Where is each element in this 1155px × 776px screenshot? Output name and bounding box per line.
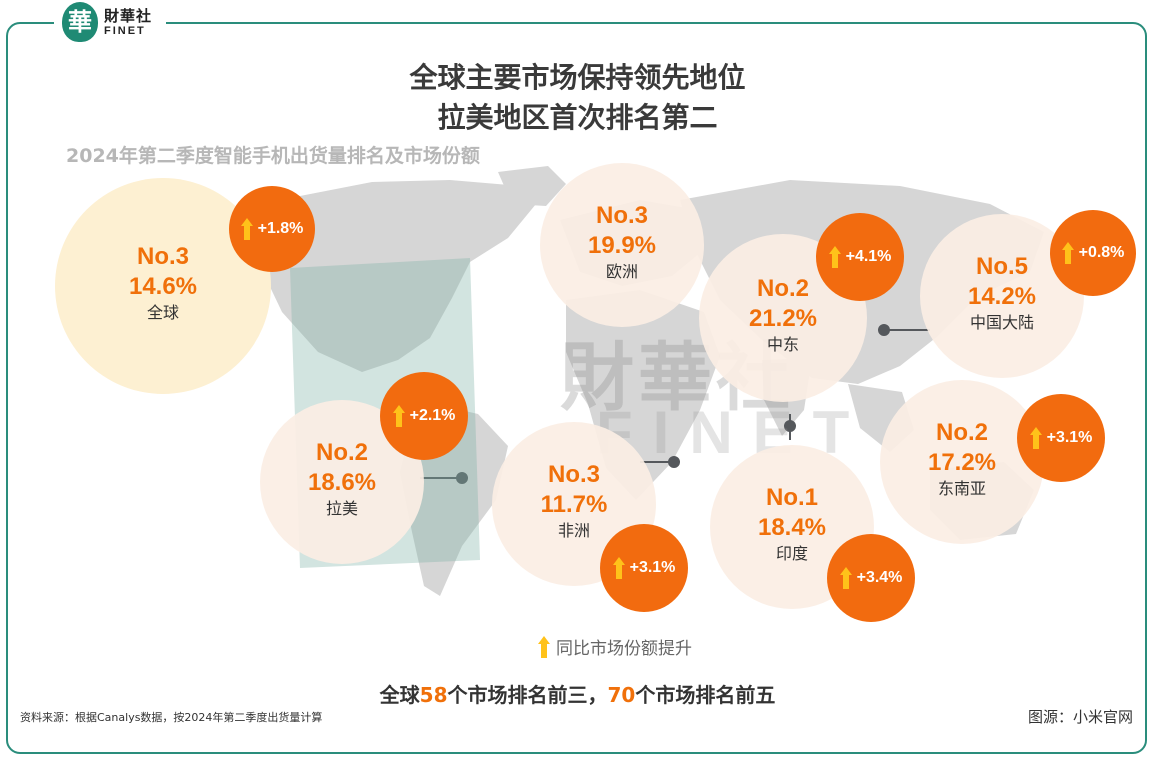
logo-name-cn: 財華社 <box>104 7 153 25</box>
yoy-badge-china: +0.8% <box>1050 210 1136 296</box>
region-label-china: 中国大陆 <box>969 313 1034 332</box>
region-label-sea: 东南亚 <box>937 479 986 498</box>
region-label-global: 全球 <box>146 303 179 322</box>
yoy-value-sea: +3.1% <box>1046 429 1093 446</box>
bubble-label-china: No.5 14.2% 中国大陆 <box>922 252 1082 334</box>
summary-prefix: 全球 <box>379 683 420 707</box>
share-label-africa: 11.7% <box>540 491 608 518</box>
legend: 同比市场份额提升 <box>538 634 692 659</box>
chart-subtitle: 2024年第二季度智能手机出货量排名及市场份额 <box>66 145 480 167</box>
connector-dot-africa <box>668 456 680 468</box>
summary-top3-count: 58 <box>419 683 448 707</box>
connector-dot-latam <box>456 472 468 484</box>
connector-dot-middle-east <box>784 420 796 432</box>
page-title-line2: 拉美地区首次排名第二 <box>437 101 718 134</box>
bubble-label-sea: No.2 17.2% 东南亚 <box>882 418 1042 500</box>
arrow-up-icon <box>240 218 253 240</box>
arrow-up-icon <box>392 405 405 427</box>
share-label-mideast: 21.2% <box>748 305 818 332</box>
yoy-value-india: +3.4% <box>856 569 903 586</box>
card-frame <box>6 22 1147 754</box>
summary-mid: 个市场排名前三， <box>447 683 608 707</box>
yoy-badge-global: +1.8% <box>229 186 315 272</box>
rank-label-china: No.5 <box>975 253 1028 280</box>
yoy-value-africa: +3.1% <box>629 559 676 576</box>
rank-label-latam: No.2 <box>315 439 368 466</box>
page-title-line1: 全球主要市场保持领先地位 <box>409 61 746 94</box>
share-label-india: 18.4% <box>757 514 827 541</box>
bubble-label-africa: No.3 11.7% 非洲 <box>494 460 654 542</box>
source-note: 资料来源：根据Canalys数据，按2024年第二季度出货量计算 <box>20 711 323 724</box>
yoy-badge-mideast: +4.1% <box>816 213 904 301</box>
map-greenland <box>498 166 566 206</box>
logo-name-en: FINET <box>104 25 146 37</box>
rank-label-india: No.1 <box>765 484 818 511</box>
yoy-value-mideast: +4.1% <box>845 248 892 265</box>
legend-label: 同比市场份额提升 <box>556 639 692 659</box>
yoy-badge-sea: +3.1% <box>1017 394 1105 482</box>
rank-label-africa: No.3 <box>547 461 600 488</box>
bubble-label-latam: No.2 18.6% 拉美 <box>262 438 422 520</box>
arrow-up-icon <box>1029 427 1042 449</box>
brand-logo: 華 財華社 FINET <box>54 0 166 46</box>
rank-label-sea: No.2 <box>935 419 988 446</box>
yoy-badge-latam: +2.1% <box>380 372 468 460</box>
share-label-europe: 19.9% <box>587 232 657 259</box>
yoy-badge-india: +3.4% <box>827 534 915 622</box>
summary-suffix: 个市场排名前五 <box>635 683 776 707</box>
arrow-up-icon <box>612 557 625 579</box>
summary-top5-count: 70 <box>607 683 636 707</box>
rank-label-europe: No.3 <box>595 202 648 229</box>
share-label-global: 14.6% <box>128 273 198 300</box>
image-credit: 图源：小米官网 <box>1027 708 1133 726</box>
share-label-sea: 17.2% <box>927 449 997 476</box>
connector-dot-china <box>878 324 890 336</box>
bubble-label-india: No.1 18.4% 印度 <box>712 483 872 565</box>
yoy-value-china: +0.8% <box>1078 244 1125 261</box>
yoy-value-latam: +2.1% <box>409 407 456 424</box>
arrow-up-icon <box>839 567 852 589</box>
rank-label-global: No.3 <box>136 243 189 270</box>
bubble-europe <box>540 163 704 327</box>
arrow-up-icon <box>828 246 841 268</box>
summary-line: 全球58个市场排名前三，70个市场排名前五 <box>0 679 1155 708</box>
bubble-label-mideast: No.2 21.2% 中东 <box>703 274 863 356</box>
bubble-label-global: No.3 14.6% 全球 <box>83 242 243 324</box>
logo-seal: 華 <box>62 2 98 42</box>
region-label-india: 印度 <box>775 544 808 563</box>
region-label-latam: 拉美 <box>325 499 358 518</box>
region-label-europe: 欧洲 <box>605 262 638 281</box>
yoy-value-global: +1.8% <box>257 220 304 237</box>
bubble-label-europe: No.3 19.9% 欧洲 <box>542 201 702 283</box>
share-label-latam: 18.6% <box>307 469 377 496</box>
arrow-up-icon <box>1061 242 1074 264</box>
region-label-africa: 非洲 <box>557 521 590 540</box>
yoy-badge-africa: +3.1% <box>600 524 688 612</box>
bubble-sea <box>880 380 1044 544</box>
arrow-up-icon <box>538 635 550 658</box>
rank-label-mideast: No.2 <box>756 275 809 302</box>
share-label-china: 14.2% <box>967 283 1037 310</box>
region-label-mideast: 中东 <box>766 335 799 354</box>
